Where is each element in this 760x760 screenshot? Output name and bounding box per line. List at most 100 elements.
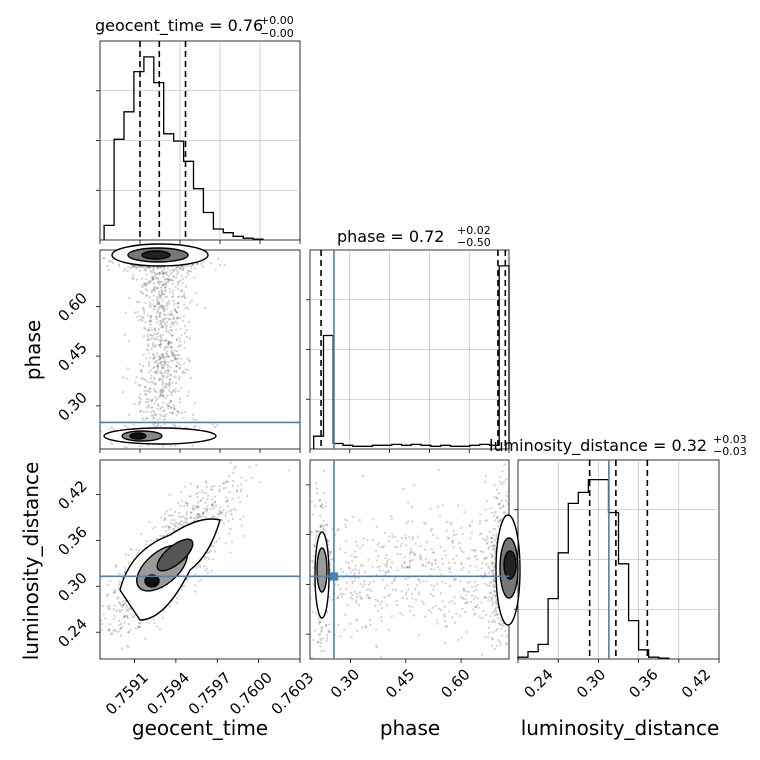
sample-point bbox=[149, 333, 152, 336]
sample-point bbox=[379, 565, 382, 568]
sample-point bbox=[492, 593, 495, 596]
sample-point bbox=[178, 295, 181, 298]
sample-point bbox=[142, 377, 145, 380]
sample-point bbox=[162, 318, 165, 321]
sample-point bbox=[172, 390, 175, 393]
sample-point bbox=[156, 335, 159, 338]
sample-point bbox=[355, 619, 358, 622]
sample-point bbox=[412, 551, 415, 555]
sample-point bbox=[148, 365, 151, 368]
sample-point bbox=[153, 305, 157, 308]
sample-point bbox=[114, 565, 117, 568]
sample-point bbox=[459, 546, 462, 550]
sample-point bbox=[149, 320, 152, 323]
sample-point bbox=[174, 320, 177, 323]
sample-point bbox=[339, 547, 342, 550]
distance-x-tick-label: 0.24 bbox=[521, 665, 557, 701]
sample-point bbox=[461, 597, 464, 600]
sample-point bbox=[108, 604, 111, 608]
sample-point bbox=[375, 573, 378, 576]
sample-point bbox=[321, 524, 325, 527]
sample-point bbox=[329, 564, 332, 567]
sample-point bbox=[164, 289, 167, 292]
sample-point bbox=[153, 327, 156, 330]
sample-point bbox=[205, 567, 208, 570]
sample-point bbox=[410, 592, 414, 596]
sample-point bbox=[138, 396, 141, 399]
sample-point bbox=[185, 517, 188, 520]
sample-point bbox=[175, 276, 178, 279]
sample-point bbox=[150, 399, 154, 402]
sample-point bbox=[174, 525, 177, 528]
sample-point bbox=[223, 482, 226, 485]
sample-point bbox=[197, 512, 200, 516]
phase-title-minus: −0.50 bbox=[457, 236, 491, 249]
sample-point bbox=[229, 461, 232, 464]
sample-point bbox=[101, 604, 104, 607]
sample-point bbox=[466, 581, 469, 584]
sample-point bbox=[124, 566, 127, 570]
sample-point bbox=[484, 539, 487, 542]
sample-point bbox=[158, 306, 161, 309]
sample-point bbox=[231, 497, 234, 500]
sample-point bbox=[159, 335, 162, 338]
geocent-time-title: geocent_time = 0.76 bbox=[95, 16, 263, 36]
sample-point bbox=[159, 339, 162, 342]
sample-point bbox=[492, 610, 496, 613]
sample-point bbox=[146, 333, 149, 336]
sample-point bbox=[194, 292, 197, 295]
sample-point bbox=[320, 626, 323, 629]
sample-point bbox=[125, 377, 128, 380]
sample-point bbox=[337, 527, 340, 531]
sample-point bbox=[401, 596, 404, 600]
sample-point bbox=[156, 368, 159, 371]
sample-point bbox=[409, 610, 412, 613]
sample-point bbox=[424, 615, 427, 619]
sample-point bbox=[147, 280, 150, 283]
sample-point bbox=[231, 517, 234, 521]
sample-point bbox=[194, 517, 197, 520]
sample-point bbox=[312, 583, 315, 586]
sample-point bbox=[161, 366, 164, 369]
sample-point bbox=[226, 499, 229, 502]
sample-point bbox=[203, 557, 207, 560]
sample-point bbox=[115, 609, 118, 612]
sample-point bbox=[176, 357, 179, 360]
sample-point bbox=[210, 550, 213, 553]
sample-point bbox=[376, 566, 379, 569]
sample-point bbox=[137, 265, 140, 268]
sample-point bbox=[148, 381, 151, 384]
sample-point bbox=[150, 271, 153, 274]
sample-point bbox=[320, 639, 323, 642]
sample-point bbox=[170, 359, 173, 362]
sample-point bbox=[133, 613, 136, 617]
sample-point bbox=[403, 556, 406, 559]
sample-point bbox=[466, 557, 469, 560]
sample-point bbox=[158, 358, 162, 361]
sample-point bbox=[418, 578, 421, 581]
sample-point bbox=[162, 535, 165, 538]
sample-point bbox=[183, 292, 186, 295]
sample-point bbox=[158, 378, 161, 381]
sample-point bbox=[487, 547, 490, 550]
sample-point bbox=[167, 384, 170, 387]
sample-point bbox=[120, 603, 123, 607]
sample-point bbox=[153, 411, 156, 414]
sample-point bbox=[358, 569, 361, 572]
sample-point bbox=[161, 384, 164, 387]
sample-point bbox=[490, 562, 493, 565]
sample-point bbox=[177, 362, 181, 365]
sample-point bbox=[184, 501, 187, 504]
sample-point bbox=[143, 326, 146, 329]
sample-point bbox=[174, 358, 177, 361]
sample-point bbox=[168, 378, 172, 381]
sample-point bbox=[167, 342, 170, 345]
sample-point bbox=[180, 265, 183, 268]
sample-point bbox=[151, 269, 154, 272]
sample-point bbox=[162, 401, 165, 404]
sample-point bbox=[176, 361, 179, 364]
sample-point bbox=[444, 582, 447, 585]
sample-point bbox=[213, 500, 217, 503]
sample-point bbox=[163, 415, 166, 418]
sample-point bbox=[224, 486, 227, 489]
